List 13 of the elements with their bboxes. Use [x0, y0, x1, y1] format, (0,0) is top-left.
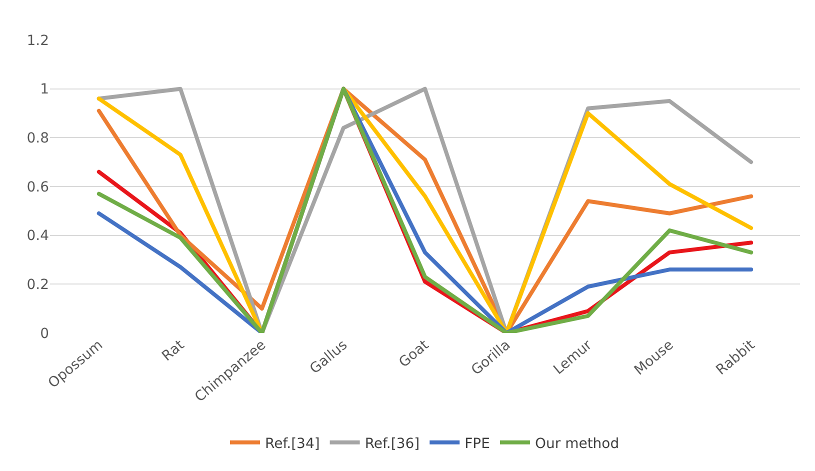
legend-label: FPE [464, 436, 490, 452]
legend-label: Ref.[34] [265, 436, 320, 452]
line-series [96, 86, 754, 333]
y-tick-label: 0.8 [26, 130, 49, 147]
y-tick-label: 1.2 [26, 32, 49, 49]
y-tick-label: 1 [40, 82, 49, 98]
legend-label: Ref.[36] [364, 436, 420, 452]
y-tick-label: 0.6 [26, 179, 50, 196]
legend-label: Our method [534, 436, 620, 452]
x-tick-label: Rat [159, 336, 188, 365]
y-tick-label: 0.4 [26, 228, 50, 244]
y-tick-label: 0.2 [26, 277, 49, 294]
y-tick-label: 0 [40, 326, 49, 342]
